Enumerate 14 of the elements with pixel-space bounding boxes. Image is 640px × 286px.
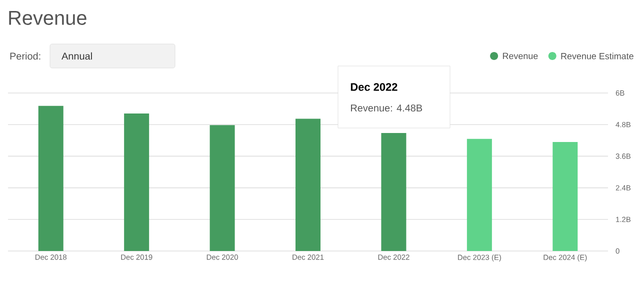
text: Dec 2022 bbox=[350, 83, 398, 91]
bar bbox=[552, 142, 578, 251]
bar bbox=[466, 138, 492, 251]
bar bbox=[124, 114, 150, 251]
text: Annual bbox=[62, 52, 92, 60]
bar bbox=[381, 133, 406, 251]
chart-title: Revenue bbox=[9, 11, 86, 25]
bar bbox=[38, 106, 64, 251]
bar bbox=[296, 118, 321, 251]
legend-label: Revenue bbox=[502, 52, 538, 60]
bar bbox=[210, 125, 235, 251]
annotation: Revenue: 4.48B bbox=[351, 104, 422, 112]
text: Period: bbox=[10, 52, 40, 60]
legend-label: Revenue Estimate bbox=[561, 52, 634, 60]
